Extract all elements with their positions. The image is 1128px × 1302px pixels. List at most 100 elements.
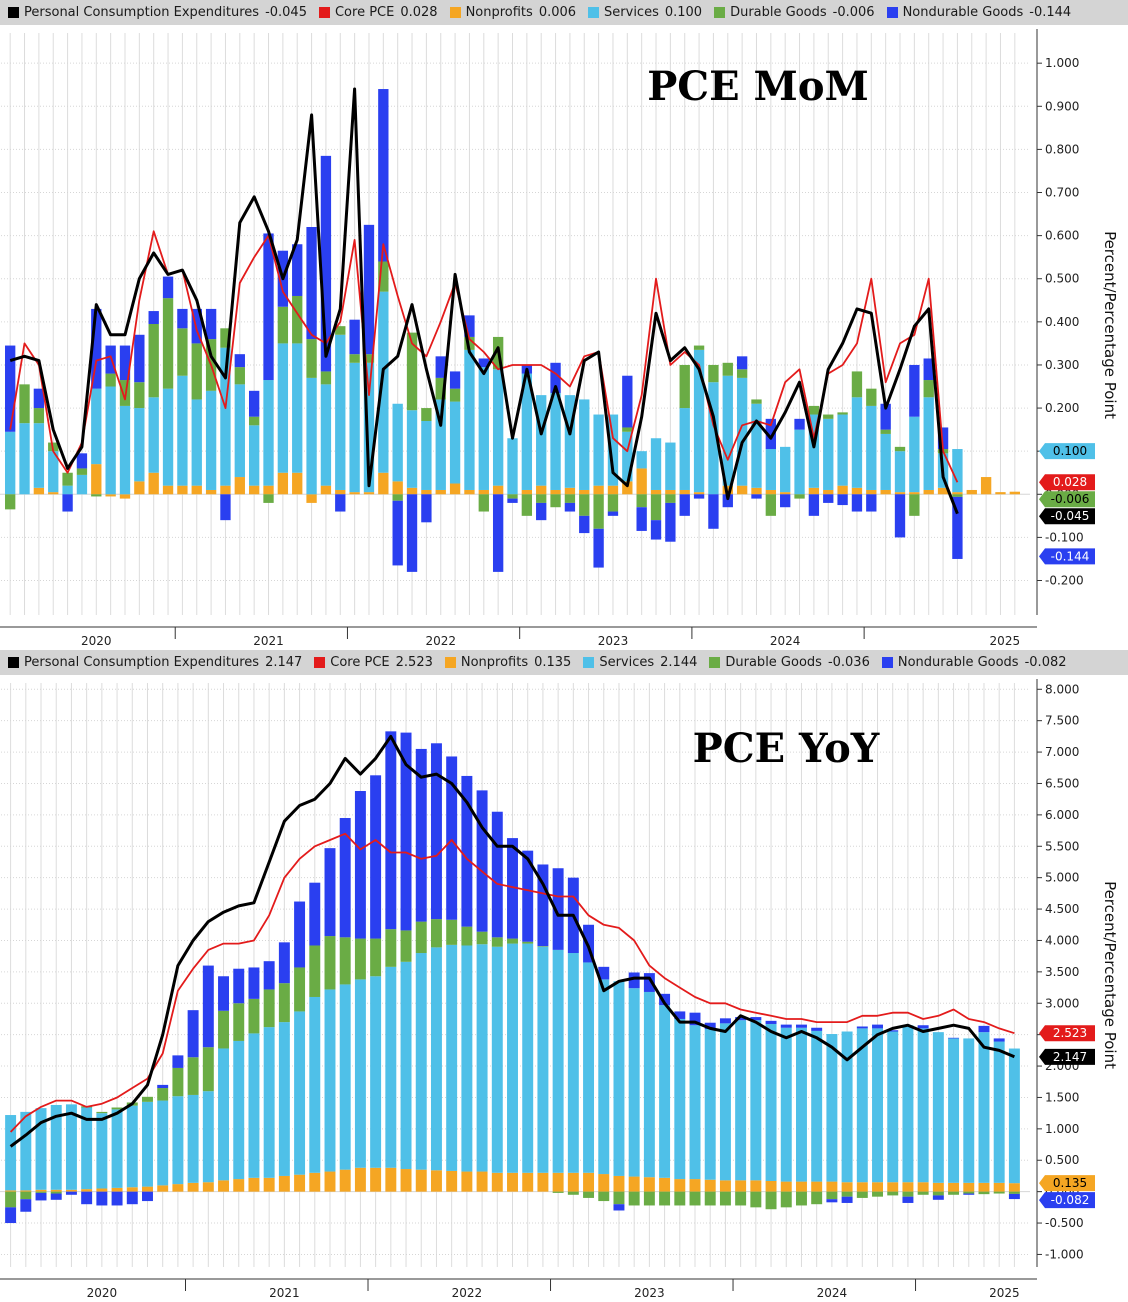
yoy-end-label: -0.082 <box>1039 1192 1095 1209</box>
bar-nonprofits <box>392 481 403 495</box>
yoy-y-tick-label: -1.000 <box>1045 1247 1084 1261</box>
bar-nonprofits <box>963 1182 975 1192</box>
bar-nondurable-goods <box>552 868 564 950</box>
legend-swatch <box>449 7 461 18</box>
bar-services <box>478 367 489 490</box>
mom-legend-item-nondurable-goods[interactable]: Nondurable Goods -0.144 <box>886 5 1071 20</box>
bar-services <box>536 395 547 486</box>
bar-services <box>263 1027 275 1178</box>
bar-nondurable-goods <box>96 1191 108 1206</box>
bar-durable-goods <box>536 494 547 503</box>
end-label-flag <box>1039 1192 1095 1209</box>
bar-durable-goods <box>263 494 274 503</box>
bar-nondurable-goods <box>119 345 131 381</box>
bar-services <box>628 988 640 1177</box>
bar-services <box>400 961 412 1170</box>
yoy-end-label: 0.135 <box>1039 1175 1095 1192</box>
yoy-y-tick-label: 1.500 <box>1045 1090 1079 1104</box>
bar-durable-goods <box>866 388 877 406</box>
bar-nondurable-goods <box>172 1055 184 1068</box>
bar-services <box>142 1101 153 1187</box>
bar-services <box>659 1005 671 1178</box>
bar-nondurable-goods <box>823 494 834 503</box>
mom-panel: Personal Consumption Expenditures -0.045 C… <box>0 0 1128 650</box>
bar-services <box>567 953 579 1173</box>
mom-year-label: 2022 <box>425 634 456 648</box>
mom-y-tick-label: 0.800 <box>1045 142 1079 156</box>
bar-nondurable-goods <box>866 494 877 512</box>
yoy-legend-item-personal-consumption-expenditures[interactable]: Personal Consumption Expenditures 2.147 <box>8 655 302 670</box>
bar-nondurable-goods <box>191 308 202 344</box>
yoy-legend-item-nonprofits[interactable]: Nonprofits 0.135 <box>444 655 571 670</box>
bar-nondurable-goods <box>937 427 949 450</box>
bar-nonprofits <box>522 1172 534 1192</box>
yoy-legend-item-services[interactable]: Services 2.144 <box>583 655 697 670</box>
bar-durable-goods <box>476 931 488 945</box>
bar-nonprofits <box>309 1172 321 1192</box>
yoy-y-tick-label: 4.500 <box>1045 902 1079 916</box>
bar-nonprofits <box>1008 1183 1020 1192</box>
bar-nonprofits <box>233 1179 245 1192</box>
bar-nondurable-goods <box>887 1030 899 1032</box>
bar-services <box>679 408 690 490</box>
bar-durable-goods <box>20 1191 32 1200</box>
bar-durable-goods <box>435 377 446 400</box>
bar-nondurable-goods <box>932 1195 944 1200</box>
bar-nonprofits <box>811 1181 823 1192</box>
bar-durable-goods <box>234 367 245 385</box>
bar-nondurable-goods <box>248 390 260 417</box>
legend-swatch <box>583 657 595 668</box>
bar-durable-goods <box>177 328 188 376</box>
bar-nonprofits <box>579 489 590 495</box>
yoy-legend-item-durable-goods[interactable]: Durable Goods -0.036 <box>709 655 870 670</box>
bar-nonprofits <box>111 1187 123 1192</box>
mom-legend-item-personal-consumption-expenditures[interactable]: Personal Consumption Expenditures -0.045 <box>8 5 307 20</box>
bar-nonprofits <box>980 477 992 495</box>
bar-services <box>811 1030 823 1182</box>
bar-nondurable-goods <box>628 972 640 989</box>
bar-durable-goods <box>392 494 403 501</box>
bar-durable-goods <box>306 339 317 378</box>
yoy-legend-item-nondurable-goods[interactable]: Nondurable Goods -0.082 <box>881 655 1067 670</box>
bar-durable-goods <box>370 938 382 977</box>
bar-nondurable-goods <box>157 1084 169 1089</box>
bar-nonprofits <box>887 1182 899 1192</box>
bar-durable-goods <box>421 408 432 421</box>
bar-nonprofits <box>370 1167 382 1192</box>
bar-durable-goods <box>294 967 306 1012</box>
legend-label: Nondurable Goods <box>902 5 1024 20</box>
bar-nondurable-goods <box>5 345 16 432</box>
bar-nonprofits <box>765 1180 777 1192</box>
mom-legend: Personal Consumption Expenditures -0.045 C… <box>0 0 1128 25</box>
legend-value: -0.006 <box>832 5 875 20</box>
legend-label: Services <box>604 5 659 20</box>
mom-legend-item-services[interactable]: Services 0.100 <box>588 5 702 20</box>
bar-nondurable-goods <box>841 1196 853 1203</box>
mom-legend-item-durable-goods[interactable]: Durable Goods -0.006 <box>714 5 875 20</box>
bar-nondurable-goods <box>491 811 503 938</box>
bar-nonprofits <box>324 1171 336 1192</box>
mom-legend-item-core-pce[interactable]: Core PCE 0.028 <box>318 5 438 20</box>
bar-durable-goods <box>202 1047 214 1092</box>
bar-nonprofits <box>162 485 174 495</box>
bar-services <box>917 1028 929 1183</box>
bar-nondurable-goods <box>449 371 461 389</box>
bar-nonprofits <box>478 489 489 495</box>
bar-durable-goods <box>378 261 389 292</box>
yoy-legend-item-core-pce[interactable]: Core PCE 2.523 <box>314 655 433 670</box>
bar-services <box>693 349 705 493</box>
bar-durable-goods <box>522 941 534 944</box>
bar-nonprofits <box>856 1182 868 1192</box>
bar-durable-goods <box>735 1191 747 1206</box>
legend-label: Nonprofits <box>465 5 533 20</box>
bar-durable-goods <box>887 1191 899 1196</box>
bar-durable-goods <box>449 388 461 402</box>
bar-services <box>248 1033 260 1178</box>
mom-legend-item-nonprofits[interactable]: Nonprofits 0.006 <box>449 5 576 20</box>
bar-nonprofits <box>521 489 533 495</box>
bar-durable-goods <box>872 1191 883 1197</box>
legend-value: 2.144 <box>660 655 698 670</box>
bar-nonprofits <box>218 1180 230 1192</box>
yoy-y-tick-label: 0.500 <box>1045 1153 1079 1167</box>
line-personal-consumption-expenditures <box>9 87 959 515</box>
